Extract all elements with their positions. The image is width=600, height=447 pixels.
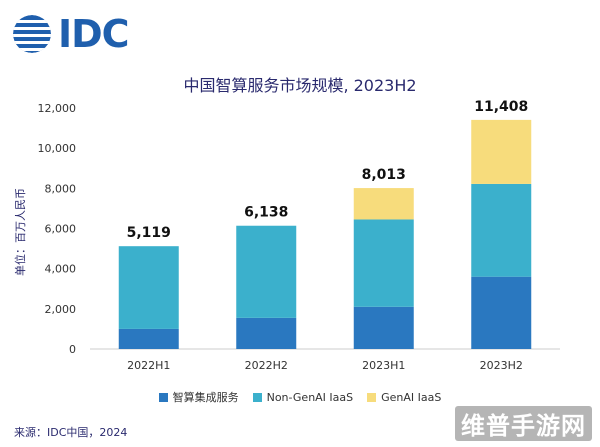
watermark: 维普手游网 (455, 406, 592, 441)
bar-segment (353, 188, 414, 220)
source-note: 来源：IDC中国，2024 (14, 426, 128, 439)
total-label: 8,013 (362, 167, 406, 183)
total-label: 6,138 (244, 205, 288, 221)
idc-globe-icon (13, 15, 51, 53)
y-tick-label: 2,000 (45, 303, 77, 316)
y-tick-label: 4,000 (45, 263, 77, 276)
idc-logo: IDC (12, 12, 130, 56)
bar-segment (471, 183, 532, 277)
legend-label: 智算集成服务 (172, 391, 239, 404)
x-tick-label: 2022H2 (245, 359, 288, 372)
bar-segment (118, 246, 179, 329)
x-tick-label: 2023H2 (480, 359, 523, 372)
y-tick-label: 0 (69, 343, 76, 356)
total-label: 5,119 (127, 225, 171, 241)
bar-segment (471, 276, 532, 349)
legend-item: Non-GenAI IaaS (252, 389, 354, 405)
bar-segment (471, 119, 532, 184)
legend-item: GenAI IaaS (367, 389, 441, 405)
legend: 智算集成服务 Non-GenAI IaaS GenAI IaaS (0, 389, 600, 405)
chart-title: 中国智算服务市场规模, 2023H2 (183, 76, 417, 95)
legend-label: GenAI IaaS (381, 390, 442, 404)
y-tick-label: 10,000 (38, 142, 77, 155)
y-tick-label: 12,000 (38, 102, 77, 115)
y-tick-label: 6,000 (45, 223, 77, 236)
bar-segment (118, 328, 179, 349)
bar-segment (353, 306, 414, 349)
x-tick-label: 2022H1 (127, 359, 170, 372)
legend-swatch (158, 392, 168, 402)
bar-segment (353, 219, 414, 307)
x-tick-label: 2023H1 (362, 359, 405, 372)
legend-swatch (252, 392, 262, 402)
bar-segment (236, 225, 297, 318)
legend-swatch (367, 392, 377, 402)
y-tick-label: 8,000 (45, 182, 77, 195)
legend-label: Non-GenAI IaaS (266, 390, 354, 404)
legend-item: 智算集成服务 (158, 389, 239, 405)
bar-segment (236, 317, 297, 349)
total-label: 11,408 (474, 99, 528, 115)
brand-name: IDC (58, 12, 130, 56)
